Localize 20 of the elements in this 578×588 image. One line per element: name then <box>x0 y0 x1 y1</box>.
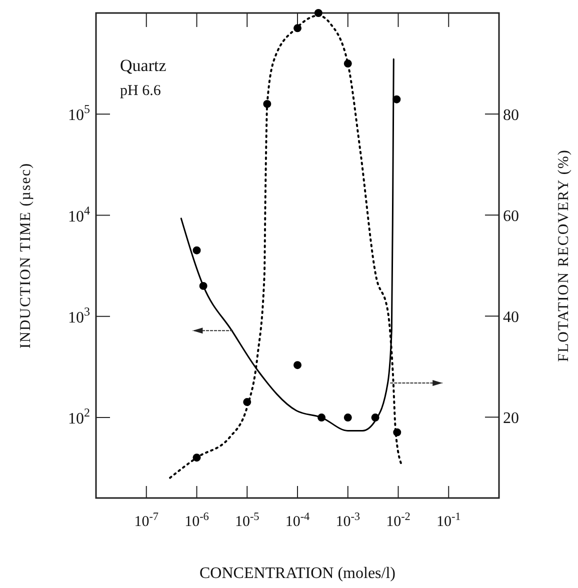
y2-tick-label: 40 <box>503 309 519 326</box>
y-tick-label: 10$^{5}$ <box>68 102 90 124</box>
y2-axis-title: FLOTATION RECOVERY (%) <box>556 149 572 362</box>
x-axis-title: CONCENTRATION (moles/l) <box>200 565 396 582</box>
y-tick-label: 10$^{4}$ <box>68 203 90 226</box>
x-tick-label: 10$^{-1}$ <box>436 511 461 530</box>
y-tick-label: 10$^{3}$ <box>68 304 90 326</box>
annotation: Quartz <box>120 56 167 75</box>
x-tick-label: 10$^{-2}$ <box>386 511 410 530</box>
x-tick-label: 10$^{-4}$ <box>285 511 310 530</box>
y2-tick-label: 60 <box>503 208 519 226</box>
y2-tick-label: 20 <box>503 410 519 428</box>
y-axis-title: INDUCTION TIME (µsec) <box>18 162 34 348</box>
x-tick-label: 10$^{-5}$ <box>234 511 260 530</box>
y2-tick-label: 80 <box>503 107 519 124</box>
x-tick-label: 10$^{-6}$ <box>184 511 210 530</box>
y-tick-label: 10$^{2}$ <box>68 406 90 428</box>
x-tick-label: 10$^{-3}$ <box>336 511 360 530</box>
x-tick-label: 10$^{-7}$ <box>134 511 159 530</box>
annotation: pH 6.6 <box>120 83 162 99</box>
